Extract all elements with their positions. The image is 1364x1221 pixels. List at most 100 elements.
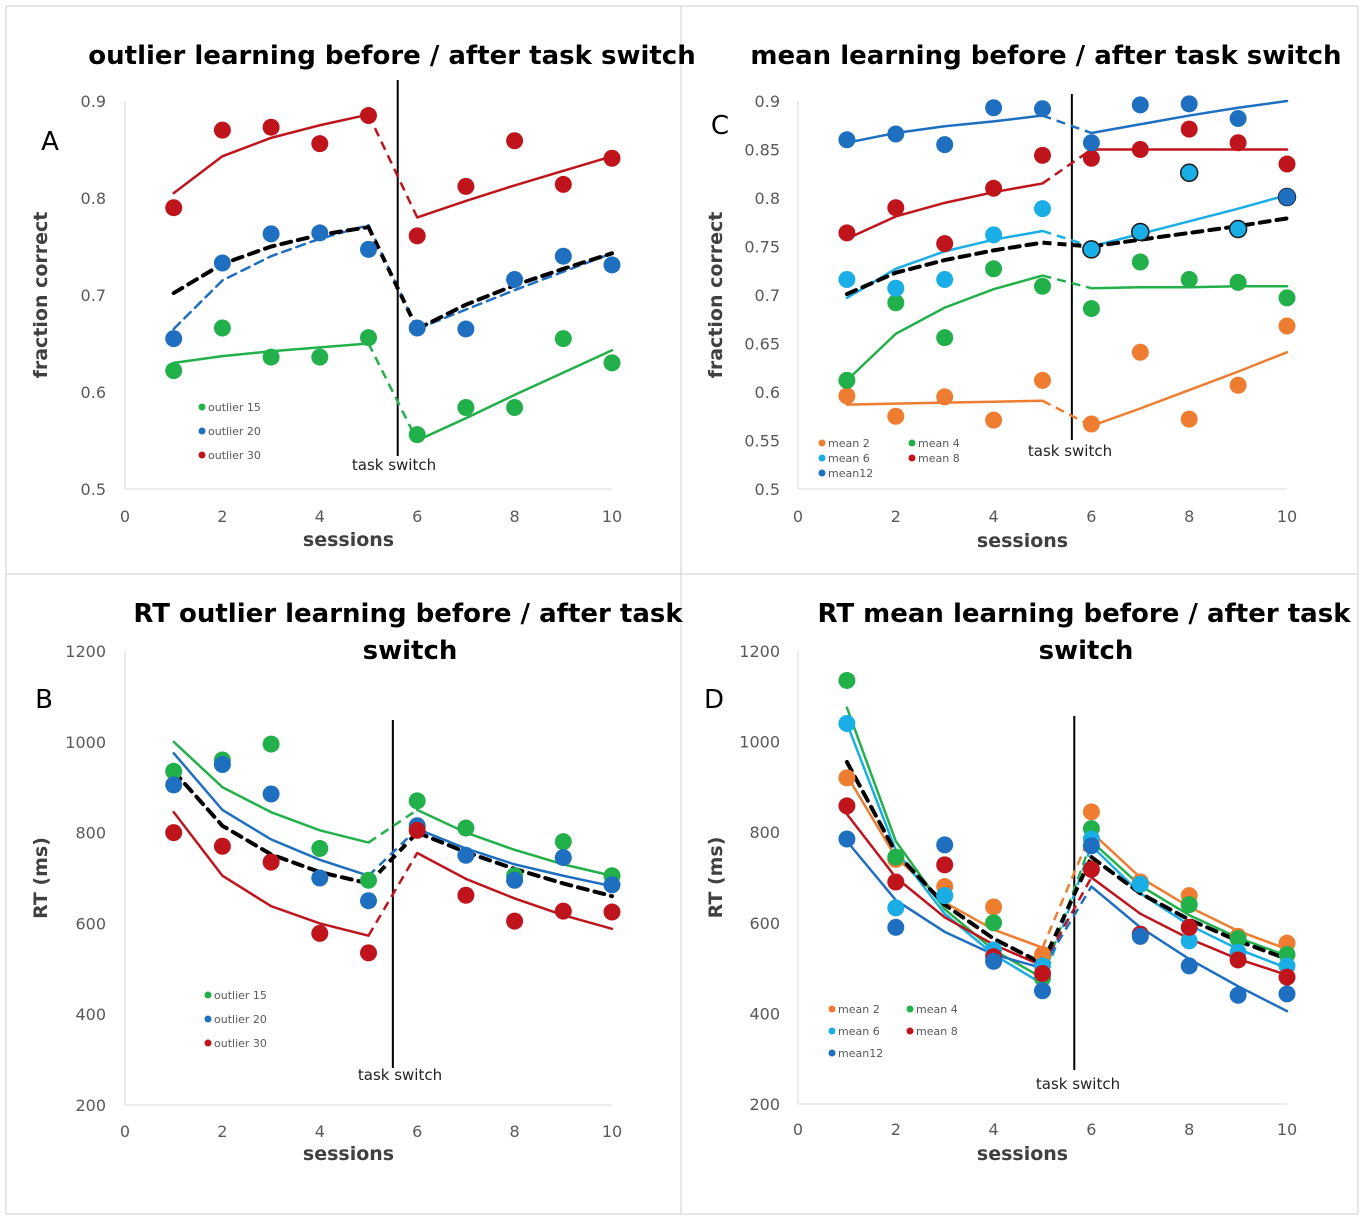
- x-axis-label: sessions: [303, 529, 394, 551]
- y-tick-label: 0.5: [81, 480, 106, 499]
- series-0-fit-after: [1090, 350, 1289, 428]
- legend-entry: outlier 30: [214, 1037, 267, 1050]
- data-point-outlier-30: [408, 227, 426, 245]
- x-tick-label: 10: [1277, 507, 1297, 526]
- y-tick-label: 0.7: [81, 286, 106, 305]
- task-switch-label: task switch: [352, 456, 436, 474]
- y-tick-label: 800: [75, 824, 106, 843]
- mean-fit-before: [171, 225, 371, 296]
- x-tick-label: 0: [793, 507, 803, 526]
- y-axis-label: fraction correct: [705, 212, 727, 379]
- data-point-outlier-15: [603, 354, 621, 372]
- data-point-outlier-20: [603, 256, 621, 274]
- data-point-outlier-30: [408, 821, 426, 839]
- data-point-mean-2: [1180, 410, 1198, 428]
- data-point-outlier-15: [554, 330, 572, 348]
- mean-switch-connector: [367, 831, 419, 885]
- chart-panel-A: outlier learning before / after task swi…: [30, 41, 696, 551]
- series-0-fit-after: [415, 349, 614, 442]
- series-4-fit-before: [845, 840, 1044, 970]
- data-point-outlier-30: [603, 903, 621, 921]
- data-point-outlier-30: [457, 177, 475, 195]
- series-4-fit-before: [845, 114, 1044, 144]
- data-point-mean-8: [1278, 155, 1296, 173]
- data-point-outlier-20: [360, 240, 377, 258]
- data-point-mean-8: [1082, 860, 1100, 878]
- chart-title-line: RT outlier learning before / after task: [133, 599, 683, 629]
- data-point-mean-8: [936, 235, 954, 253]
- legend-marker: [818, 469, 826, 477]
- task-switch-label: task switch: [1036, 1075, 1120, 1093]
- series-0-switch-connector: [367, 342, 419, 442]
- data-point-mean-8: [936, 856, 954, 874]
- data-point-mean12: [1034, 982, 1051, 1000]
- x-tick-label: 8: [1184, 507, 1194, 526]
- y-tick-label: 200: [75, 1096, 106, 1115]
- data-point-mean-6: [1228, 219, 1248, 239]
- data-point-mean-2: [1278, 317, 1296, 335]
- data-point-outlier-30: [457, 886, 475, 904]
- data-point-mean12: [936, 836, 954, 854]
- x-tick-label: 2: [891, 507, 901, 526]
- y-tick-label: 0.65: [744, 335, 780, 354]
- x-tick-label: 4: [315, 507, 325, 526]
- data-point-mean-8: [1082, 149, 1100, 167]
- legend-entry: mean 6: [838, 1025, 880, 1038]
- data-point-outlier-30: [262, 853, 280, 871]
- legend-entry: mean 4: [918, 437, 960, 450]
- data-point-mean-8: [1034, 146, 1051, 164]
- mean-fit-after: [1089, 216, 1289, 249]
- chart-panel-B: RT outlier learning before / after task s…: [30, 599, 683, 1165]
- x-tick-label: 6: [412, 1122, 422, 1141]
- series-1-fit-after: [415, 827, 614, 888]
- series-2-fit-before: [172, 113, 370, 195]
- data-point-outlier-20: [408, 319, 426, 337]
- x-tick-label: 0: [793, 1120, 803, 1139]
- data-point-outlier-30: [554, 175, 572, 193]
- data-point-mean-8: [1034, 965, 1051, 983]
- data-point-outlier-15: [554, 833, 572, 851]
- data-point-mean-6: [1131, 222, 1150, 242]
- legend-entry: outlier 20: [214, 1013, 267, 1026]
- mean-switch-connector: [1042, 240, 1092, 249]
- data-point-outlier-30: [603, 149, 621, 167]
- data-point-mean12: [1229, 109, 1247, 127]
- y-axis-label: RT (ms): [705, 837, 727, 919]
- data-point-outlier-20: [311, 869, 329, 887]
- data-point-mean12: [1229, 986, 1247, 1004]
- data-point-mean-8: [1229, 134, 1247, 152]
- x-tick-label: 6: [1086, 507, 1096, 526]
- data-point-mean-2: [985, 411, 1003, 429]
- panel-letter: A: [41, 127, 59, 157]
- data-point-outlier-15: [408, 426, 426, 444]
- series-2-fit-after: [1090, 193, 1289, 248]
- data-point-mean12: [1034, 100, 1051, 118]
- legend-marker: [828, 1005, 836, 1013]
- data-point-outlier-15: [506, 399, 524, 417]
- data-point-outlier-30: [506, 912, 524, 930]
- x-axis-label: sessions: [977, 530, 1068, 552]
- series-2-switch-connector: [367, 852, 419, 937]
- series-1-fit-before: [172, 223, 370, 331]
- legend-entry: outlier 30: [208, 449, 261, 462]
- legend-entry: outlier 20: [208, 425, 261, 438]
- y-tick-label: 1000: [739, 733, 780, 752]
- data-point-mean-4: [838, 671, 856, 689]
- y-tick-label: 0.75: [744, 238, 780, 257]
- data-point-mean-6: [1082, 240, 1101, 259]
- x-tick-label: 10: [602, 507, 622, 526]
- x-tick-label: 2: [891, 1120, 901, 1139]
- data-point-mean12: [985, 99, 1003, 117]
- data-point-mean-6: [1034, 200, 1051, 218]
- series-3-switch-connector: [1041, 876, 1093, 967]
- data-point-mean-6: [887, 279, 905, 297]
- data-point-mean12: [1082, 134, 1100, 152]
- legend-marker: [198, 427, 206, 435]
- y-tick-label: 0.55: [744, 432, 780, 451]
- data-point-mean-6: [936, 270, 954, 288]
- series-1-fit-after: [1090, 840, 1289, 958]
- x-tick-label: 8: [1184, 1120, 1194, 1139]
- y-tick-label: 1200: [739, 642, 780, 661]
- y-tick-label: 0.85: [744, 141, 780, 160]
